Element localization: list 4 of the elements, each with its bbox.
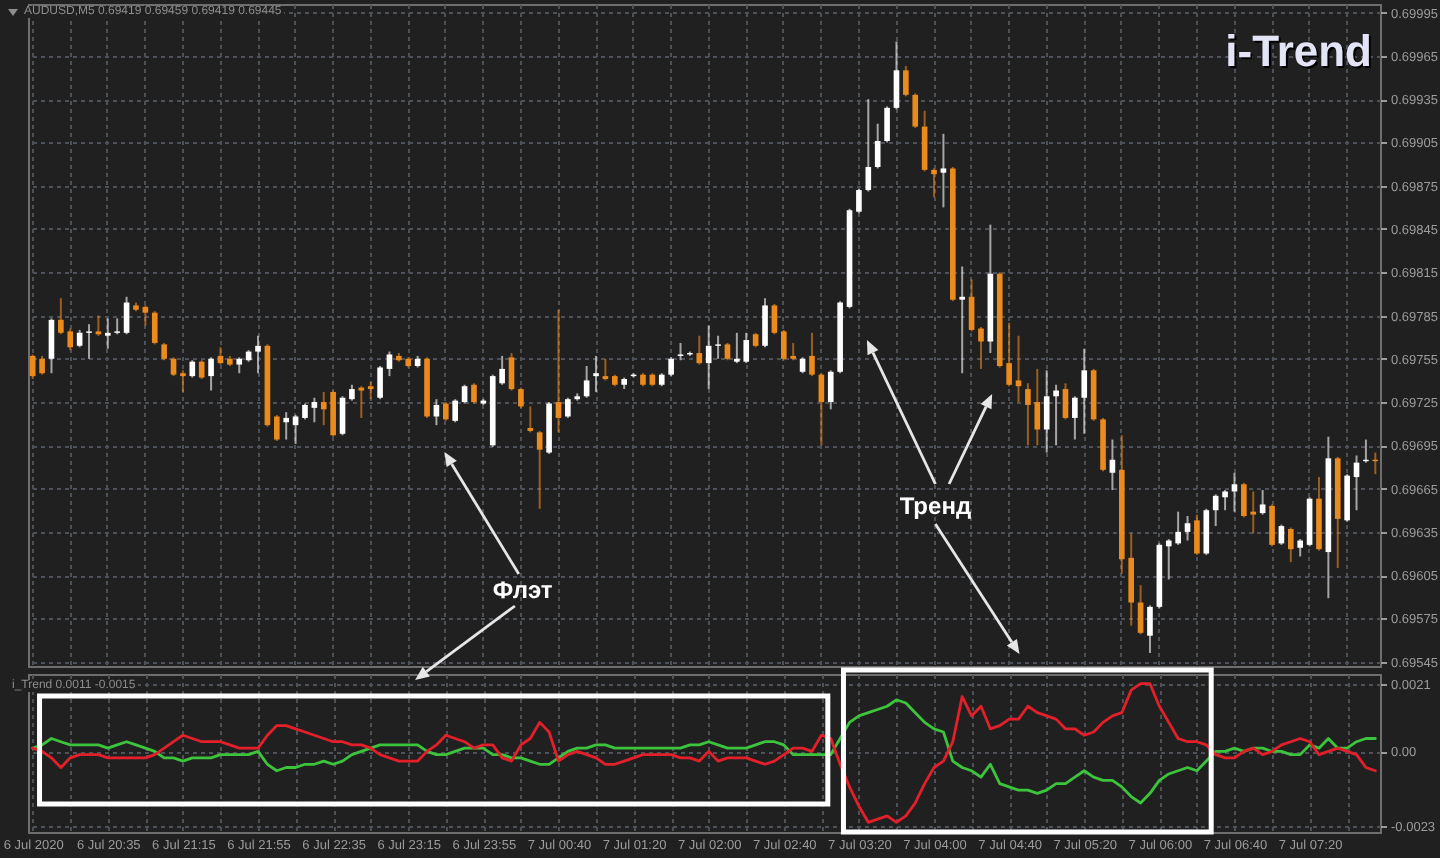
annotation: Тренд <box>899 492 972 520</box>
annotation: Флэт <box>492 576 553 604</box>
line-series <box>31 698 1377 805</box>
text: i-Trend <box>1225 26 1372 76</box>
